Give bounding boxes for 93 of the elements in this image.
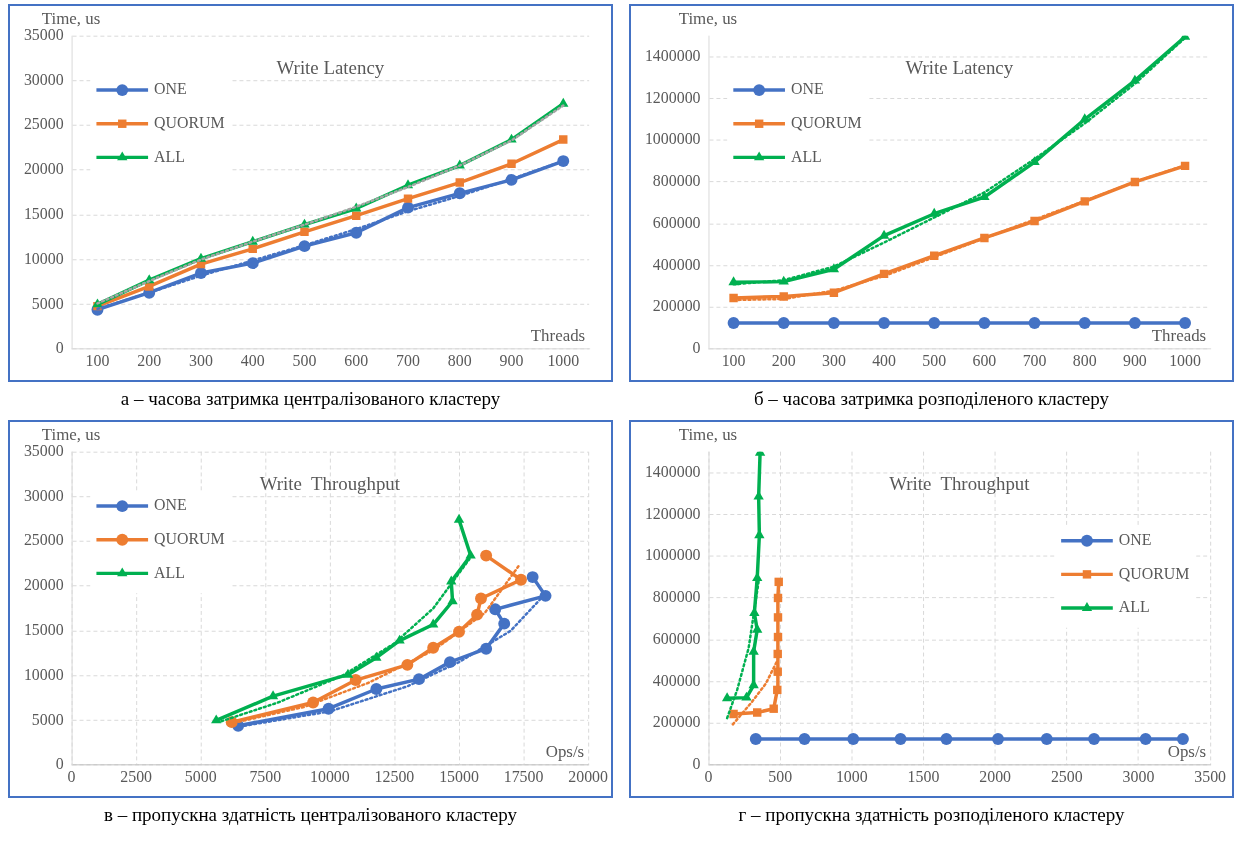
x-tick-label: 400 <box>872 351 897 369</box>
x-axis-title: Ops/s <box>545 742 585 762</box>
x-tick-label: 1000 <box>547 351 580 369</box>
x-tick-label: 1000 <box>1169 351 1202 369</box>
y-tick-label: 0 <box>55 339 64 357</box>
y-axis-title: Time, us <box>678 425 738 445</box>
x-tick-label: 100 <box>85 351 110 369</box>
y-tick-label: 0 <box>55 755 64 773</box>
y-tick-label: 1000000 <box>644 546 701 564</box>
y-tick-label: 30000 <box>23 486 64 504</box>
x-tick-label: 0 <box>67 767 76 785</box>
x-tick-label: 12500 <box>374 767 415 785</box>
text: Write Latency <box>276 57 385 79</box>
x-tick-label: 1000 <box>835 767 868 785</box>
x-tick-label: 500 <box>922 351 947 369</box>
x-tick-label: 800 <box>447 351 472 369</box>
x-tick-label: 2500 <box>120 767 153 785</box>
x-tick-label: 7500 <box>249 767 282 785</box>
y-tick-label: 800000 <box>652 588 701 606</box>
x-tick-label: 3000 <box>1122 767 1155 785</box>
legend-label: ALL <box>1118 598 1150 616</box>
x-tick-label: 100 <box>721 351 746 369</box>
y-tick-label: 400000 <box>652 671 701 689</box>
y-tick-label: 5000 <box>31 294 64 312</box>
y-tick-label: 600000 <box>652 629 701 647</box>
y-tick-label: 800000 <box>652 172 701 190</box>
y-tick-label: 30000 <box>23 70 64 88</box>
x-tick-label: 15000 <box>439 767 479 785</box>
y-tick-label: 0 <box>692 755 701 773</box>
y-tick-label: 25000 <box>23 531 64 549</box>
x-tick-label: 2500 <box>1050 767 1083 785</box>
y-tick-label: 25000 <box>23 115 64 133</box>
legend-label: QUORUM <box>154 113 225 131</box>
x-tick-label: 800 <box>1072 351 1097 369</box>
x-tick-label: 700 <box>1022 351 1047 369</box>
legend-label: QUORUM <box>154 529 225 547</box>
x-tick-label: 300 <box>189 351 213 369</box>
y-tick-label: 200000 <box>652 297 701 315</box>
x-tick-label: 900 <box>1122 351 1147 369</box>
y-tick-label: 1200000 <box>644 88 701 106</box>
x-tick-label: 10000 <box>310 767 350 785</box>
text: в – пропускна здатність централізованого кластеру <box>103 804 518 827</box>
legend-label: ONE <box>790 80 824 98</box>
x-tick-label: 300 <box>821 351 846 369</box>
x-axis-title: Threads <box>530 326 586 346</box>
legend-label: ONE <box>1118 530 1152 548</box>
y-tick-label: 5000 <box>31 710 64 728</box>
text: г – пропускна здатність розподіленого кластеру <box>737 804 1126 827</box>
text: б – часова затримка розподіленого кластеру <box>752 388 1111 411</box>
legend-label: ALL <box>154 147 185 165</box>
x-tick-label: 700 <box>396 351 420 369</box>
legend-label: QUORUM <box>1118 564 1190 582</box>
x-tick-label: 900 <box>499 351 524 369</box>
y-tick-label: 10000 <box>23 249 64 267</box>
x-tick-label: 5000 <box>184 767 217 785</box>
legend-label: ALL <box>154 563 185 581</box>
x-tick-label: 600 <box>344 351 369 369</box>
y-tick-label: 1400000 <box>644 462 701 480</box>
text: а – часова затримка централізованого кластеру <box>119 388 502 411</box>
x-tick-label: 500 <box>292 351 317 369</box>
y-tick-label: 15000 <box>23 204 64 222</box>
legend-label: ALL <box>790 147 822 165</box>
y-tick-label: 1200000 <box>644 504 701 522</box>
y-tick-label: 200000 <box>652 713 701 731</box>
text: Write Throughput <box>889 473 1031 495</box>
y-tick-label: 1000000 <box>644 130 701 148</box>
text: Write Latency <box>905 57 1014 79</box>
y-tick-label: 20000 <box>23 160 64 178</box>
x-tick-label: 200 <box>771 351 796 369</box>
legend-label: ONE <box>154 496 187 514</box>
y-tick-label: 1400000 <box>644 46 701 64</box>
y-tick-label: 10000 <box>23 665 64 683</box>
y-tick-label: 600000 <box>652 213 701 231</box>
x-tick-label: 1500 <box>907 767 940 785</box>
x-tick-label: 2000 <box>979 767 1012 785</box>
y-tick-label: 20000 <box>23 576 64 594</box>
y-axis-title: Time, us <box>678 9 738 29</box>
x-tick-label: 500 <box>768 767 793 785</box>
x-tick-label: 17500 <box>503 767 544 785</box>
x-axis-title: Ops/s <box>1167 742 1207 762</box>
legend-label: ONE <box>154 80 187 98</box>
text: Write Throughput <box>259 473 401 495</box>
legend-label: QUORUM <box>790 113 862 131</box>
x-tick-label: 400 <box>240 351 265 369</box>
x-tick-label: 600 <box>972 351 997 369</box>
y-tick-label: 0 <box>692 339 701 357</box>
y-tick-label: 15000 <box>23 620 64 638</box>
x-tick-label: 20000 <box>568 767 609 785</box>
x-axis-title: Threads <box>1151 326 1207 346</box>
x-tick-label: 200 <box>137 351 162 369</box>
x-tick-label: 3500 <box>1194 767 1227 785</box>
x-tick-label: 0 <box>704 767 713 785</box>
y-tick-label: 400000 <box>652 255 701 273</box>
